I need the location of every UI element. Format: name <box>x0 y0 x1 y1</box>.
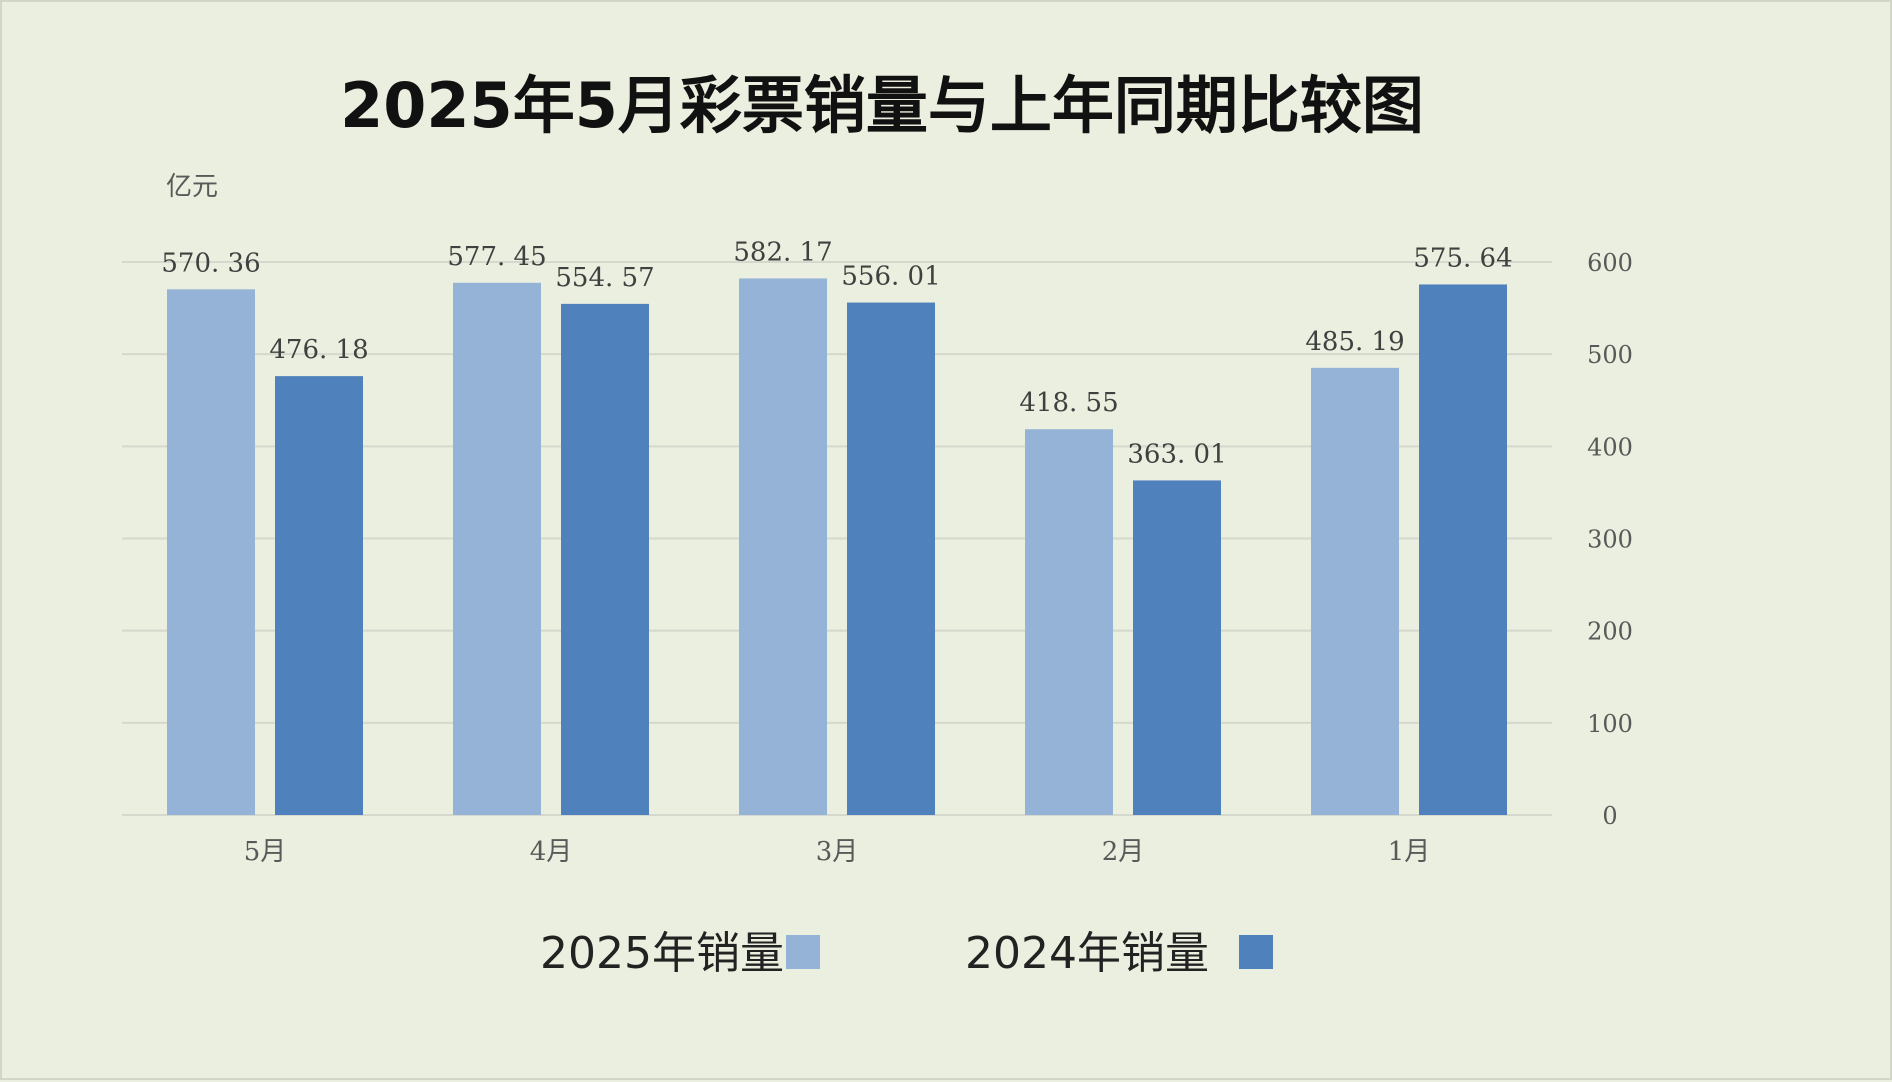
y-tick-label: 200 <box>1587 618 1633 646</box>
legend-label: 2024年销量 <box>965 928 1209 979</box>
bar <box>847 302 935 815</box>
x-category-label: 4月 <box>530 837 573 867</box>
data-label: 575. 64 <box>1413 243 1512 273</box>
x-axis-categories: 1月 2月 3月 4月 5月 <box>244 837 1431 867</box>
data-labels: 485. 19 575. 64 418. 55 363. 01 582. 17 556. … <box>161 237 1512 469</box>
legend-label: 2025年销量 <box>540 928 784 979</box>
x-category-label: 1月 <box>1388 837 1431 867</box>
bar <box>275 376 363 815</box>
data-label: 577. 45 <box>447 242 546 272</box>
y-tick-label: 500 <box>1587 341 1633 369</box>
data-label: 554. 57 <box>555 263 654 293</box>
bar <box>453 282 541 815</box>
bar <box>1419 284 1507 816</box>
bar <box>1311 367 1399 815</box>
data-label: 582. 17 <box>733 237 832 267</box>
y-tick-label: 300 <box>1587 526 1633 554</box>
data-label: 570. 36 <box>161 248 260 278</box>
data-label: 418. 55 <box>1019 388 1118 418</box>
legend-swatch <box>786 935 820 969</box>
data-label: 476. 18 <box>269 335 368 365</box>
data-label: 363. 01 <box>1127 439 1226 469</box>
bar <box>739 278 827 815</box>
x-category-label: 3月 <box>816 837 859 867</box>
data-label: 556. 01 <box>841 262 940 292</box>
x-category-label: 5月 <box>244 837 287 867</box>
bar <box>1025 429 1113 815</box>
y-axis-ticks: 0 100 200 300 400 500 600 <box>1587 249 1633 830</box>
data-label: 485. 19 <box>1305 327 1404 357</box>
bar <box>167 289 255 815</box>
legend: 2025年销量 2024年销量 <box>540 928 1273 979</box>
bar <box>561 303 649 815</box>
y-tick-label: 0 <box>1602 802 1617 830</box>
chart-title: 2025年5月彩票销量与上年同期比较图 <box>340 69 1424 142</box>
y-tick-label: 400 <box>1587 433 1633 461</box>
x-category-label: 2月 <box>1102 837 1145 867</box>
y-tick-label: 600 <box>1587 249 1633 277</box>
y-tick-label: 100 <box>1587 710 1633 738</box>
bars <box>167 278 1507 816</box>
y-axis-unit-label: 亿元 <box>166 172 218 202</box>
bar <box>1133 480 1221 815</box>
legend-swatch <box>1239 935 1273 969</box>
